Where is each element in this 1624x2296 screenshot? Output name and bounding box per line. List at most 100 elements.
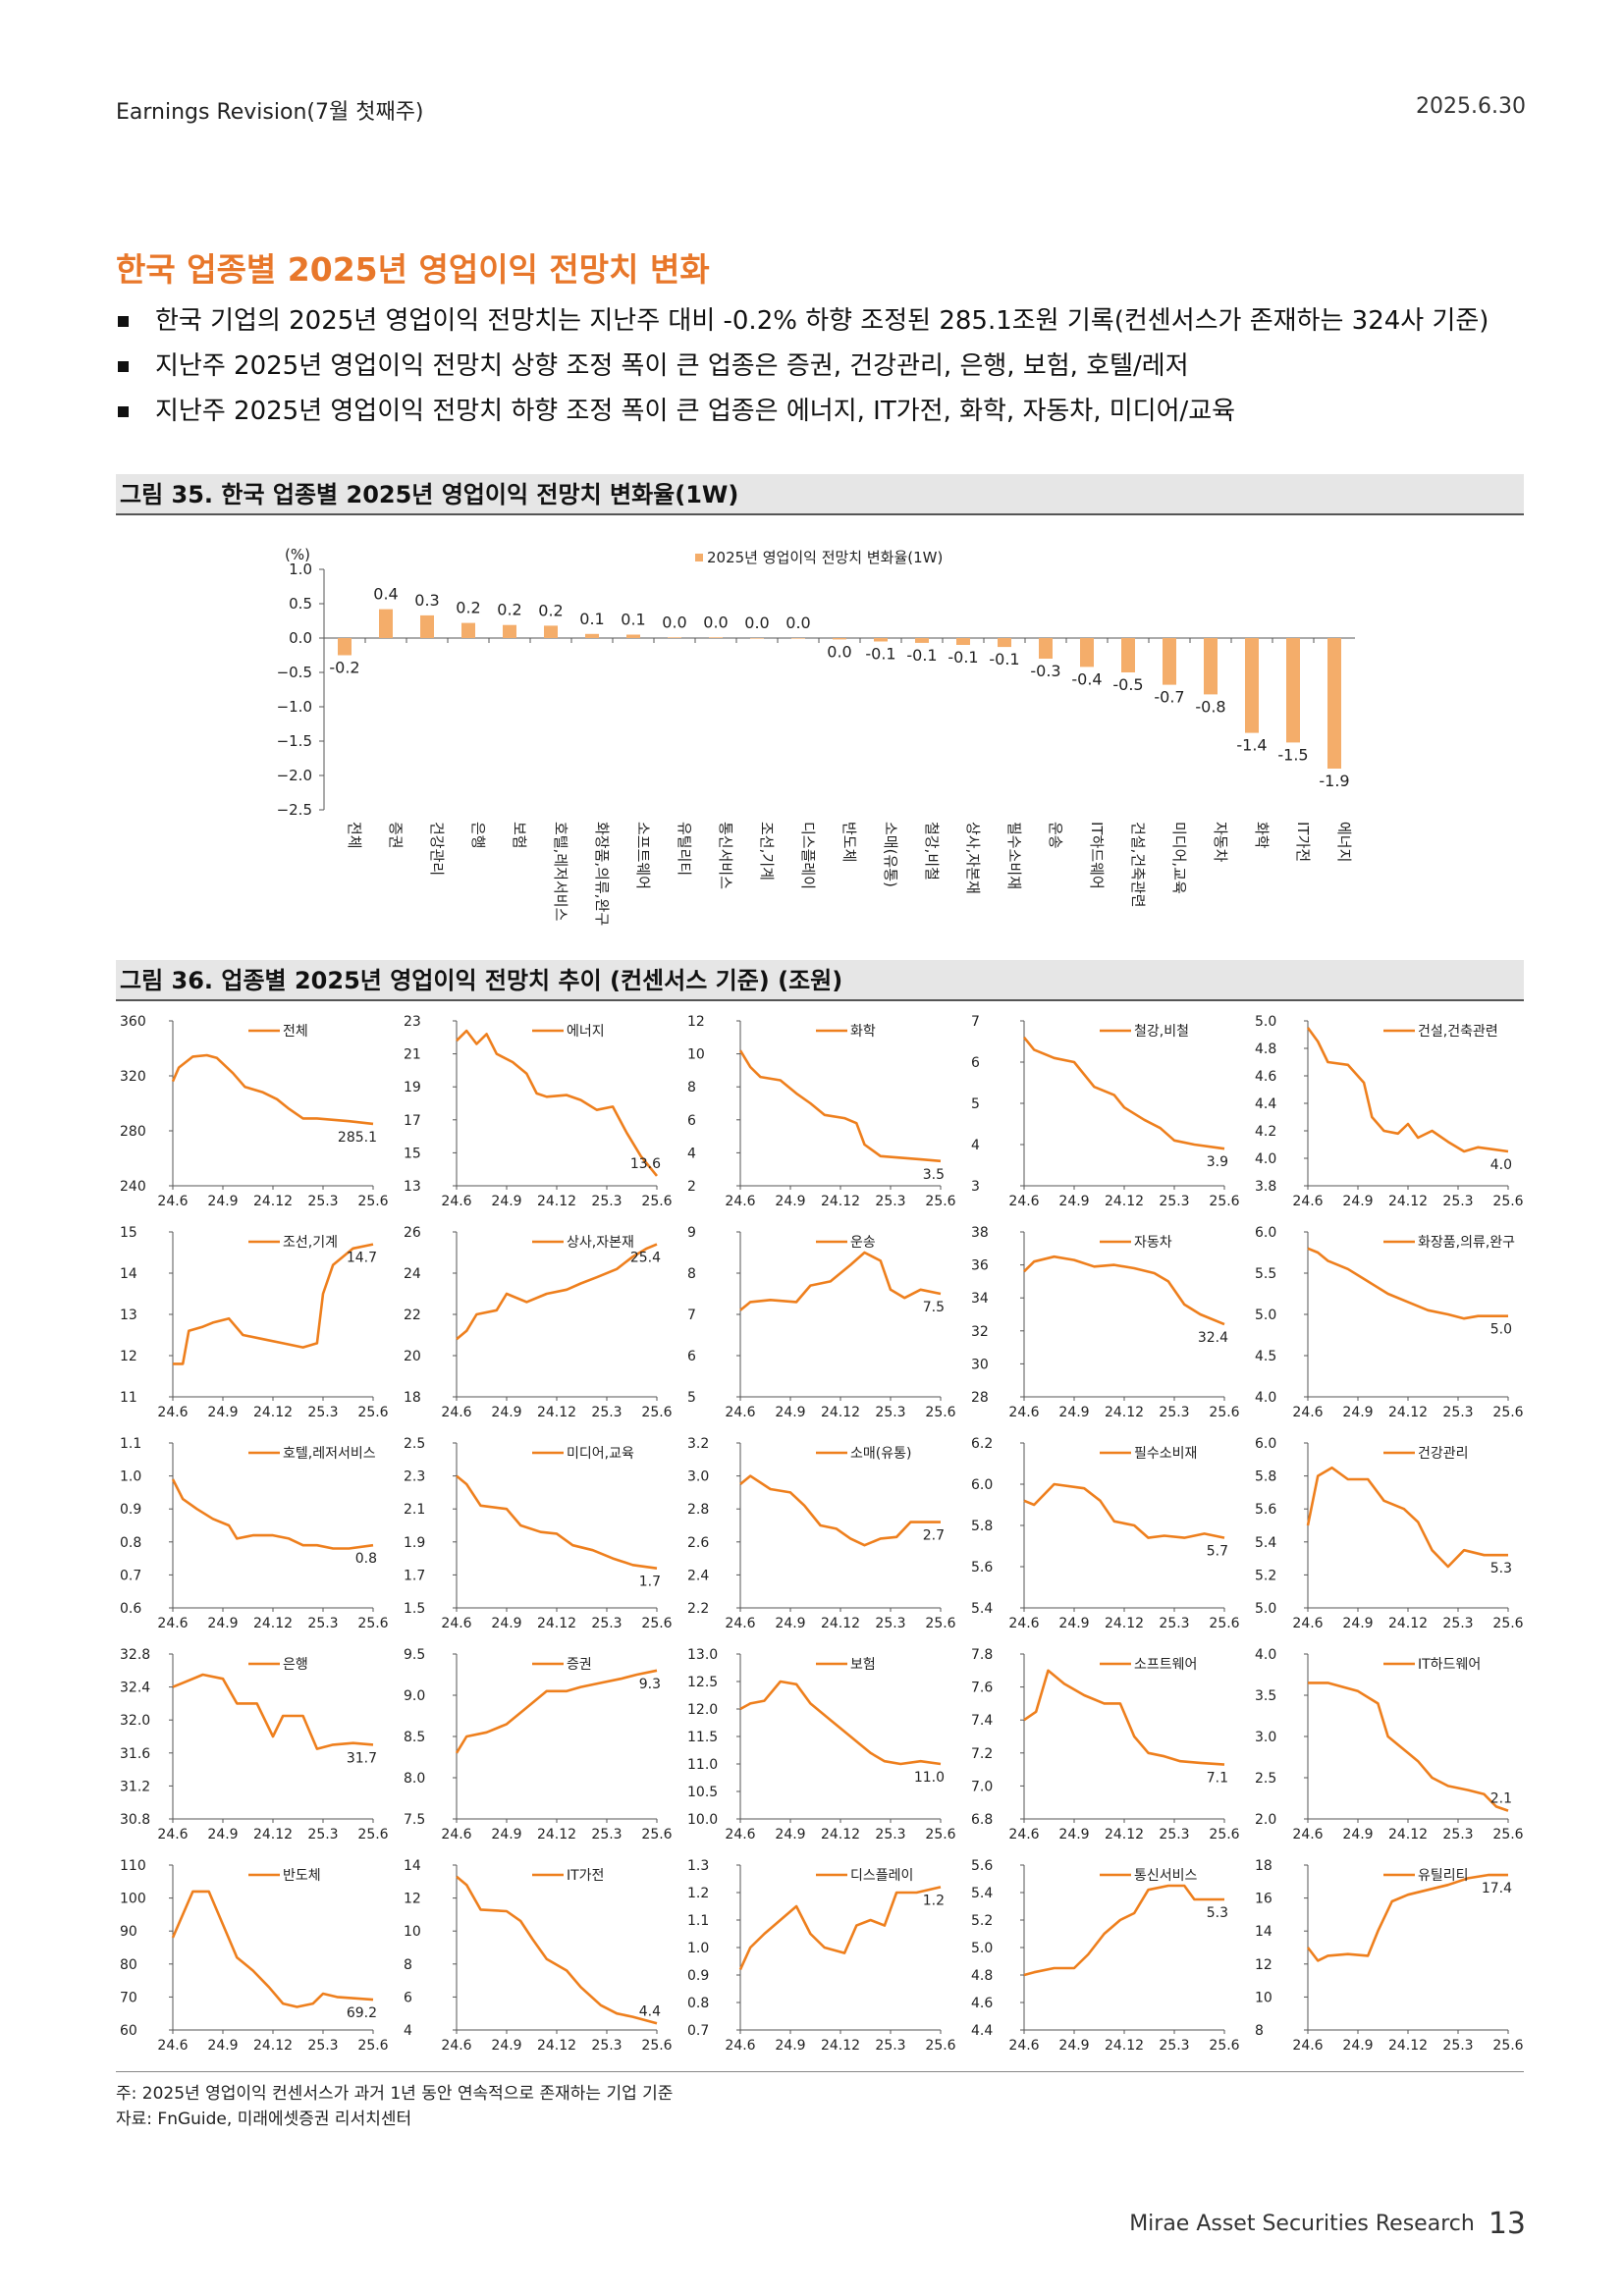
y-tick-label: 5.2 xyxy=(1255,1568,1276,1583)
x-tick-label: 24.6 xyxy=(157,2038,188,2054)
last-value-label: 31.7 xyxy=(347,1750,377,1766)
y-tick-label: 5.2 xyxy=(971,1913,993,1929)
last-value-label: 1.7 xyxy=(639,1575,661,1590)
y-tick-label: 20 xyxy=(404,1349,421,1364)
series-line xyxy=(171,1053,374,1126)
x-tick-label: 25.6 xyxy=(1209,1405,1239,1420)
y-tick-label: 3.8 xyxy=(1255,1179,1276,1195)
x-tick-label: 24.6 xyxy=(441,1827,471,1842)
bar xyxy=(461,622,475,638)
y-tick-label: 110 xyxy=(120,1858,146,1874)
y-tick-label: 4.0 xyxy=(1255,1390,1276,1406)
y-tick-label: 0.5 xyxy=(289,595,312,613)
x-tick-label: 24.6 xyxy=(725,1616,755,1631)
bar xyxy=(833,638,846,640)
x-tick-label: 24.6 xyxy=(725,1827,755,1842)
last-value-label: 2.1 xyxy=(1490,1791,1512,1807)
bar xyxy=(1080,638,1094,667)
x-tick-label: 25.3 xyxy=(591,2038,622,2054)
x-tick-label: 24.9 xyxy=(775,2038,805,2054)
bullet-item: 지난주 2025년 영업이익 전망치 하향 조정 폭이 큰 업종은 에너지, I… xyxy=(116,397,1530,442)
bullet-square-icon xyxy=(118,316,129,327)
data-label: -0.7 xyxy=(1154,688,1184,707)
x-tick-label: 24.12 xyxy=(253,1827,293,1842)
legend-label: 반도체 xyxy=(283,1868,321,1884)
bullet-text: 지난주 2025년 영업이익 전망치 상향 조정 폭이 큰 업종은 증권, 건강… xyxy=(155,351,1189,381)
category-label: 증권 xyxy=(387,822,405,849)
y-tick-label: 2.4 xyxy=(687,1568,709,1583)
x-tick-label: 25.6 xyxy=(925,1405,955,1420)
y-tick-label: 1.3 xyxy=(687,1858,709,1874)
y-tick-label: 15 xyxy=(120,1225,137,1241)
x-tick-label: 25.3 xyxy=(875,1405,905,1420)
series-line xyxy=(455,1669,658,1754)
x-tick-label: 25.6 xyxy=(357,2038,388,2054)
x-tick-label: 24.6 xyxy=(1292,1194,1323,1209)
x-tick-label: 24.9 xyxy=(775,1616,805,1631)
y-tick-label: 31.2 xyxy=(120,1779,150,1794)
bar-chart: 1.0 0.5 0.0 −0.5 −1.0 −1.5 −2.0 −2.5 (%) 2025년 영업… xyxy=(277,546,1355,926)
mini-chart: 360 320 280 240 24.6 24.9 24.12 25.3 25.6 전체 285.1 xyxy=(120,1014,389,1209)
x-tick-label: 25.3 xyxy=(1159,1616,1189,1631)
y-tick-label: 8 xyxy=(687,1080,696,1095)
mini-chart: 15 14 13 12 11 24.6 24.9 24.12 25.3 25.6 조선,기계 14.7 xyxy=(120,1225,389,1420)
series-line xyxy=(1022,1036,1225,1150)
mini-chart: 110 100 90 80 70 60 24.6 24.9 24.12 25.3 25.6 반도체 69… xyxy=(120,1858,389,2054)
mini-chart: 6.2 6.0 5.8 5.6 5.4 24.6 24.9 24.12 25.3 25.6 필수소비… xyxy=(971,1436,1240,1631)
y-tick-label: 1.2 xyxy=(687,1886,709,1901)
last-value-label: 5.3 xyxy=(1490,1561,1512,1576)
mini-chart: 6.0 5.5 5.0 4.5 4.0 24.6 24.9 24.12 25.3 25.6 화장품,… xyxy=(1255,1225,1524,1420)
y-tick-label: 320 xyxy=(120,1069,146,1085)
y-tick-label: 1.0 xyxy=(120,1469,141,1485)
x-tick-label: 24.12 xyxy=(537,1616,576,1631)
last-value-label: 7.5 xyxy=(923,1300,945,1315)
x-tick-label: 25.3 xyxy=(1442,1405,1473,1420)
y-tick-label: 4.6 xyxy=(971,1996,993,2011)
y-tick-label: 240 xyxy=(120,1179,146,1195)
series-line xyxy=(739,1474,941,1547)
bar xyxy=(1204,638,1218,695)
y-tick-label: 0.8 xyxy=(120,1535,141,1551)
y-tick-label: 0.8 xyxy=(687,1996,709,2011)
series-line xyxy=(1306,1466,1508,1569)
y-tick-label: 4 xyxy=(404,2023,412,2039)
x-tick-label: 24.6 xyxy=(157,1616,188,1631)
data-label: 0.0 xyxy=(744,614,769,632)
last-value-label: 14.7 xyxy=(347,1251,377,1266)
series-line xyxy=(1023,1255,1225,1326)
x-tick-label: 25.6 xyxy=(641,1616,672,1631)
x-tick-label: 24.9 xyxy=(1342,1194,1373,1209)
x-tick-label: 25.3 xyxy=(1442,2038,1473,2054)
y-tick-label: 0.9 xyxy=(120,1502,141,1518)
x-tick-label: 24.12 xyxy=(1388,2038,1428,2054)
y-tick-label: 32.4 xyxy=(120,1681,150,1696)
y-tick-label: 6.8 xyxy=(971,1812,993,1828)
y-tick-label: 6 xyxy=(687,1349,696,1364)
y-tick-label: 10.5 xyxy=(687,1785,718,1800)
x-tick-label: 24.9 xyxy=(491,1405,521,1420)
figure-35-title: 그림 35. 한국 업종별 2025년 영업이익 전망치 변화율(1W) xyxy=(116,474,1524,515)
y-axis-unit: (%) xyxy=(285,546,310,563)
y-tick-label: 6 xyxy=(687,1113,696,1129)
x-tick-label: 24.12 xyxy=(1388,1194,1428,1209)
x-tick-label: 25.6 xyxy=(1492,1405,1523,1420)
bar xyxy=(998,638,1011,648)
series-line xyxy=(738,1886,942,1970)
x-tick-label: 25.3 xyxy=(307,2038,338,2054)
data-label: -1.4 xyxy=(1236,736,1267,755)
y-tick-label: 15 xyxy=(404,1146,421,1161)
y-tick-label: 8.5 xyxy=(404,1730,425,1745)
x-tick-label: 25.6 xyxy=(1492,1616,1523,1631)
mini-chart: 9 8 7 6 5 24.6 24.9 24.12 25.3 25.6 운송 7.5 xyxy=(687,1225,956,1420)
y-tick-label: 26 xyxy=(404,1225,421,1241)
x-tick-label: 24.12 xyxy=(253,2038,293,2054)
y-tick-label: −2.0 xyxy=(277,767,312,784)
y-tick-label: 2.2 xyxy=(687,1601,709,1617)
data-label: 0.1 xyxy=(621,611,645,629)
legend-label: 운송 xyxy=(850,1235,876,1251)
mini-chart: 5.0 4.8 4.6 4.4 4.2 4.0 3.8 24.6 24.9 24.12 25.3 25… xyxy=(1255,1014,1524,1209)
data-label: -0.2 xyxy=(329,659,359,677)
y-tick-label: 5 xyxy=(687,1390,696,1406)
y-tick-label: 1.5 xyxy=(404,1601,425,1617)
y-tick-label: 6.2 xyxy=(971,1436,993,1452)
